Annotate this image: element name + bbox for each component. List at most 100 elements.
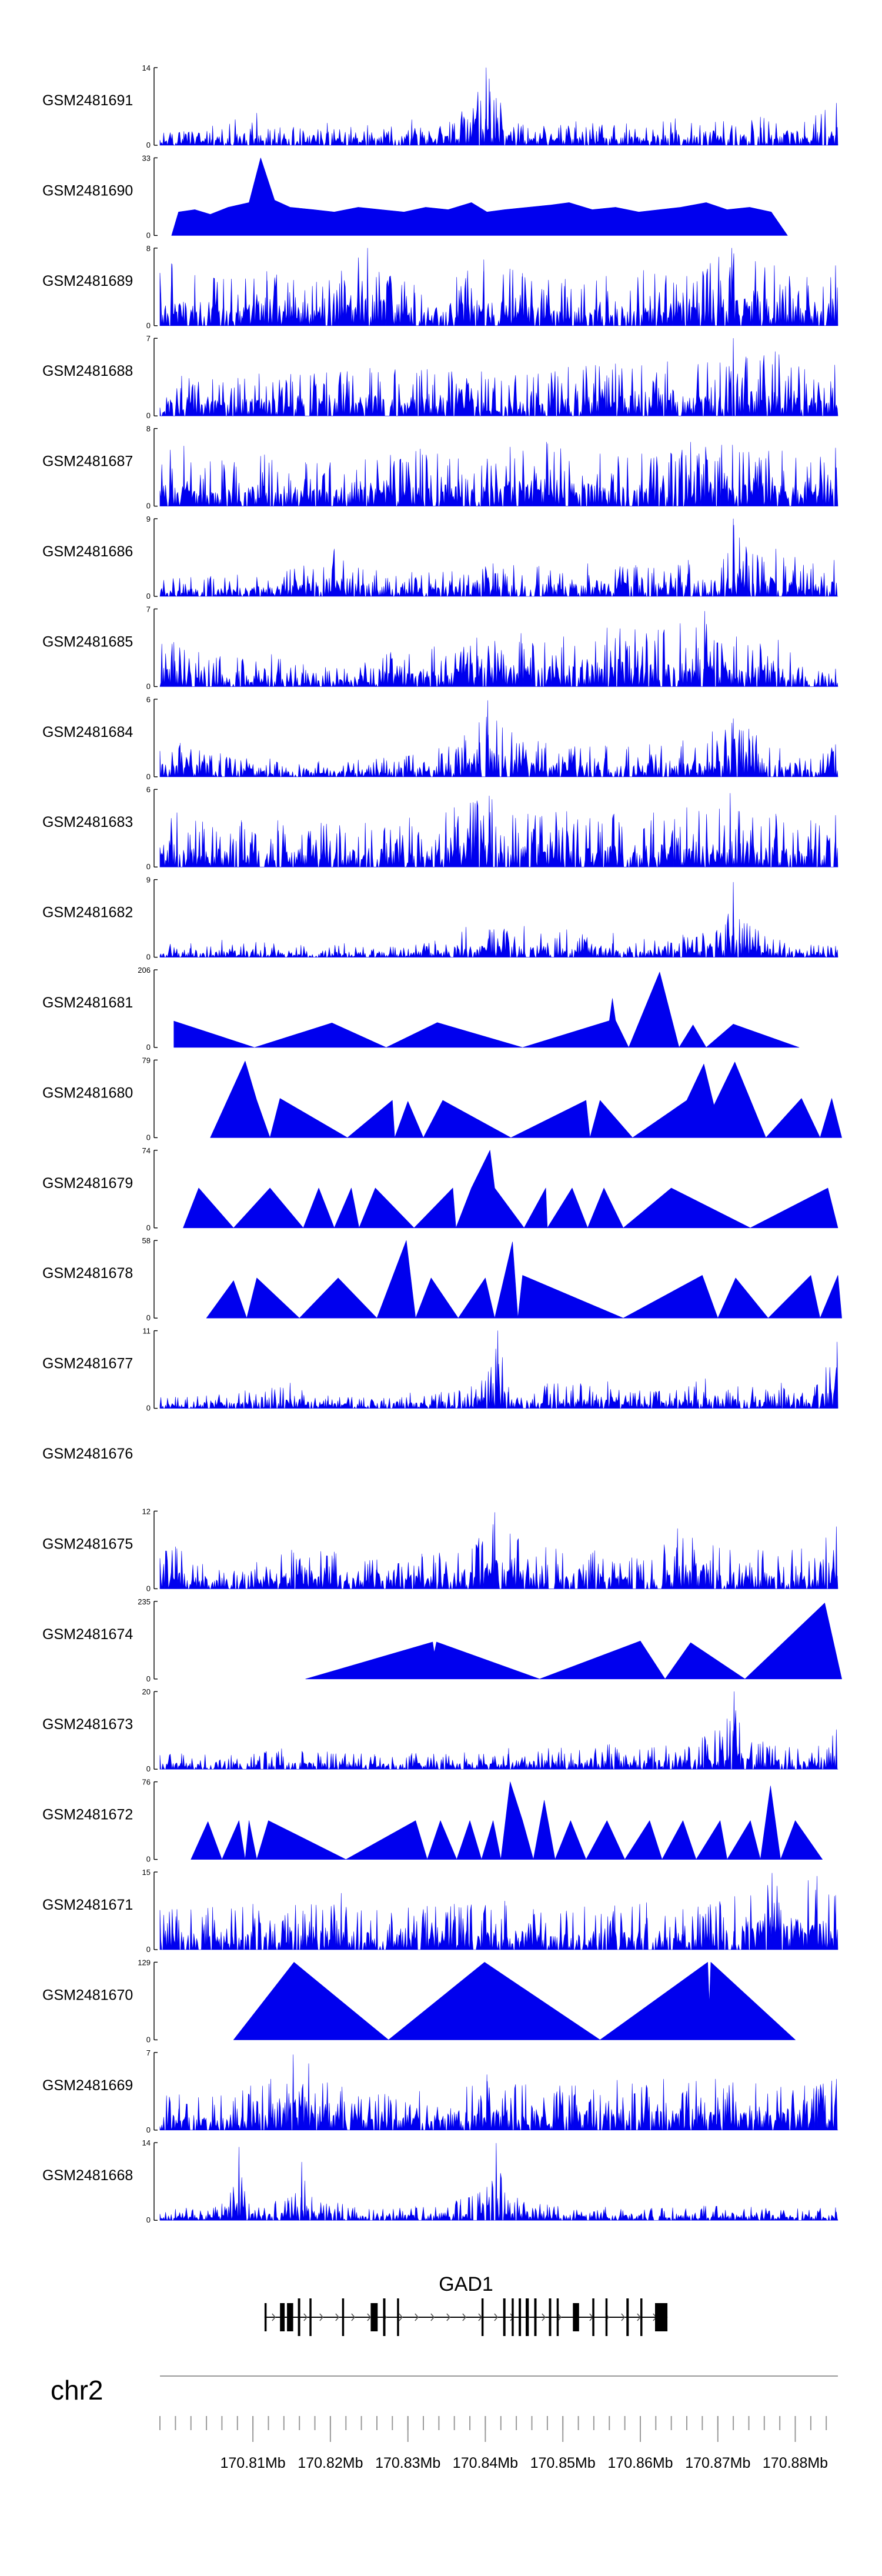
y-tick-label-min: 0 xyxy=(146,1043,151,1052)
x-tick-label: 170.87Mb xyxy=(685,2455,750,2471)
gene-exon xyxy=(503,2298,506,2336)
coverage-signal xyxy=(159,1873,838,1950)
coverage-signal xyxy=(171,158,788,236)
y-tick-label-max: 7 xyxy=(146,334,151,343)
track-GSM2481681: GSM2481681 206 0 xyxy=(42,966,800,1052)
coverage-signal xyxy=(183,1150,838,1229)
y-tick-label-max: 14 xyxy=(142,64,151,72)
y-tick-label-max: 7 xyxy=(146,2048,151,2057)
y-tick-label-min: 0 xyxy=(146,1223,151,1232)
track-label: GSM2481678 xyxy=(42,1265,133,1282)
strand-chevron xyxy=(399,2313,403,2321)
track-label: GSM2481687 xyxy=(42,453,133,470)
track-GSM2481676: GSM2481676 xyxy=(42,1446,133,1462)
y-tick-label-max: 20 xyxy=(142,1687,151,1696)
track-GSM2481674: GSM2481674 235 0 xyxy=(42,1597,842,1683)
strand-chevron xyxy=(430,2313,435,2321)
y-tick-label-max: 74 xyxy=(142,1146,151,1155)
strand-chevron xyxy=(367,2313,371,2321)
data-tracks: GSM2481691140GSM2481690330GSM248168980GS… xyxy=(42,64,842,2224)
y-tick-label-max: 58 xyxy=(142,1236,151,1245)
y-tick-label-min: 0 xyxy=(146,411,151,420)
strand-chevron xyxy=(621,2313,625,2321)
track-label: GSM2481671 xyxy=(42,1897,133,1913)
y-tick-label-min: 0 xyxy=(146,1133,151,1142)
coverage-signal xyxy=(159,2143,838,2221)
y-tick-label-min: 0 xyxy=(146,502,151,510)
y-tick-label-min: 0 xyxy=(146,862,151,871)
coverage-signal xyxy=(173,972,800,1048)
y-tick-label-max: 14 xyxy=(142,2138,151,2147)
coverage-signal xyxy=(233,1962,796,2040)
coverage-signal xyxy=(159,248,838,326)
track-GSM2481688: GSM2481688 7 0 xyxy=(42,334,838,420)
gene-name: GAD1 xyxy=(439,2273,493,2295)
track-GSM2481682: GSM2481682 9 0 xyxy=(42,876,838,962)
track-GSM2481685: GSM2481685 7 0 xyxy=(42,605,838,690)
x-tick-label: 170.88Mb xyxy=(763,2455,828,2471)
y-tick-label-max: 8 xyxy=(146,425,151,433)
y-tick-label-max: 9 xyxy=(146,515,151,523)
track-GSM2481689: GSM2481689 8 0 xyxy=(42,244,838,330)
strand-chevron xyxy=(542,2313,546,2321)
gene-exon xyxy=(640,2298,643,2336)
x-tick-label: 170.81Mb xyxy=(220,2455,285,2471)
gene-exon xyxy=(397,2298,399,2336)
strand-chevron xyxy=(637,2313,641,2321)
genome-axis: chr2 170.81Mb 170.82Mb 170.83Mb 170.84Mb 170… xyxy=(51,2375,838,2471)
gene-exon xyxy=(526,2298,529,2336)
strand-chevron xyxy=(446,2313,450,2321)
coverage-signal xyxy=(159,1330,838,1409)
y-tick-label-max: 12 xyxy=(142,1507,151,1516)
coverage-signal xyxy=(159,1512,838,1589)
y-tick-label-min: 0 xyxy=(146,953,151,962)
x-tick-label: 170.86Mb xyxy=(607,2455,673,2471)
gene-exon xyxy=(534,2298,537,2336)
x-tick-label: 170.82Mb xyxy=(298,2455,363,2471)
track-label: GSM2481680 xyxy=(42,1085,133,1101)
gene-exon xyxy=(573,2303,579,2331)
gene-exon xyxy=(370,2303,378,2331)
track-label: GSM2481684 xyxy=(42,724,133,740)
coverage-signal xyxy=(159,700,838,778)
y-tick-label-min: 0 xyxy=(146,141,151,149)
track-label: GSM2481682 xyxy=(42,905,133,921)
strand-chevron xyxy=(462,2313,466,2321)
gene-exon xyxy=(264,2303,267,2331)
y-tick-label-min: 0 xyxy=(146,772,151,781)
strand-chevron xyxy=(351,2313,355,2321)
y-tick-label-min: 0 xyxy=(146,1404,151,1413)
coverage-signal xyxy=(206,1240,842,1319)
y-tick-label-max: 11 xyxy=(143,1327,151,1336)
track-GSM2481678: GSM2481678 58 0 xyxy=(42,1236,842,1322)
track-label: GSM2481673 xyxy=(42,1716,133,1733)
y-tick-label-min: 0 xyxy=(146,2125,151,2134)
y-tick-label-min: 0 xyxy=(146,682,151,690)
y-tick-label-max: 15 xyxy=(142,1868,151,1877)
strand-chevron xyxy=(494,2313,498,2321)
track-GSM2481684: GSM2481684 6 0 xyxy=(42,695,838,781)
gene-exon xyxy=(519,2298,522,2336)
gene-exon xyxy=(280,2303,285,2331)
track-label: GSM2481683 xyxy=(42,814,133,830)
track-label: GSM2481677 xyxy=(42,1356,133,1372)
track-label: GSM2481681 xyxy=(42,995,133,1011)
track-label: GSM2481686 xyxy=(42,543,133,560)
gene-exon xyxy=(298,2298,300,2336)
track-GSM2481675: GSM2481675 12 0 xyxy=(42,1507,838,1593)
strand-chevron xyxy=(557,2313,562,2321)
y-tick-label-min: 0 xyxy=(146,1674,151,1683)
gene-exon xyxy=(287,2303,293,2331)
track-GSM2481683: GSM2481683 6 0 xyxy=(42,785,838,871)
coverage-signal xyxy=(159,518,838,597)
y-tick-label-min: 0 xyxy=(146,1855,151,1864)
x-tick-label: 170.84Mb xyxy=(453,2455,518,2471)
track-label: GSM2481676 xyxy=(42,1446,133,1462)
track-GSM2481686: GSM2481686 9 0 xyxy=(42,515,838,600)
strand-chevron xyxy=(303,2313,308,2321)
y-tick-label-max: 33 xyxy=(142,154,151,162)
track-GSM2481691: GSM2481691 14 0 xyxy=(42,64,838,149)
y-tick-label-min: 0 xyxy=(146,231,151,239)
x-tick-label: 170.85Mb xyxy=(530,2455,596,2471)
coverage-signal xyxy=(159,2054,838,2131)
